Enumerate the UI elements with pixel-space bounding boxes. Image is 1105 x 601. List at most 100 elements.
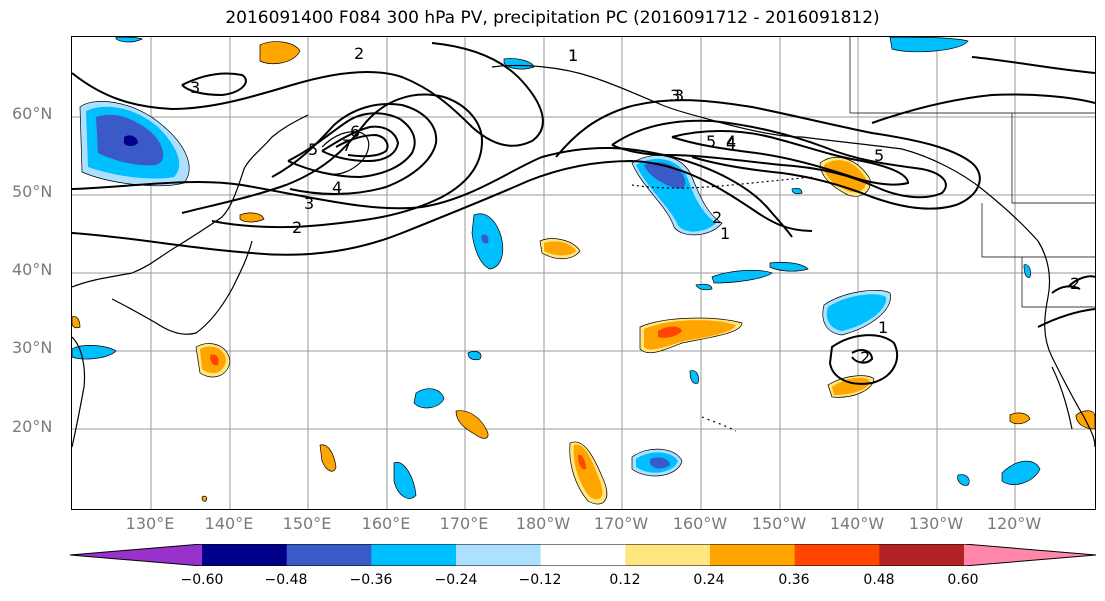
neg-area-midpacific-strong bbox=[650, 457, 670, 469]
pv-contour-2 bbox=[72, 159, 813, 256]
colorbar-tick: 0.36 bbox=[778, 572, 810, 588]
colorbar-tick: −0.60 bbox=[180, 572, 224, 588]
pos-area-south-1-strong bbox=[578, 454, 586, 470]
asia-coast bbox=[72, 114, 309, 288]
kamchatka bbox=[321, 131, 370, 175]
colorbar-segment bbox=[456, 544, 542, 566]
positive-pc-shading bbox=[72, 41, 1095, 505]
lat-label-50n: 50°N bbox=[12, 182, 53, 201]
pos-area-mid-north-mid bbox=[544, 241, 576, 256]
neg-area-small-1 bbox=[467, 351, 482, 361]
pv-contours bbox=[72, 42, 1095, 385]
contour-label: 3 bbox=[304, 194, 314, 213]
lon-label-140e: 140°E bbox=[204, 514, 254, 533]
lon-label-130e: 130°E bbox=[125, 514, 175, 533]
pv-contour-13 bbox=[871, 93, 1095, 124]
neg-band-2 bbox=[769, 261, 809, 272]
lon-label-150w: 150°W bbox=[751, 514, 807, 533]
pv-contour-3 bbox=[181, 93, 484, 229]
colorbar-segment bbox=[202, 544, 288, 566]
neg-area-small-2 bbox=[689, 370, 699, 384]
pv-contour-14 bbox=[971, 56, 1095, 74]
colorbar-tick: −0.36 bbox=[349, 572, 393, 588]
pos-area-north bbox=[259, 41, 301, 65]
colorbar-segment bbox=[794, 544, 880, 566]
contour-label: 3 bbox=[670, 86, 680, 105]
map-panel: 2 1 3 2 4 5 6 7 3 5 4 3 2 1 4 5 1 2 1 2 … bbox=[71, 36, 1096, 510]
graticule bbox=[72, 37, 1095, 509]
contour-label: 3 bbox=[190, 78, 200, 97]
colorbar-tick: 0.60 bbox=[947, 572, 979, 588]
contour-label: 4 bbox=[726, 132, 736, 151]
contour-label: 6 bbox=[350, 122, 360, 141]
colorbar-segment bbox=[879, 544, 965, 566]
pos-area-small bbox=[201, 495, 207, 502]
neg-area-small-3 bbox=[72, 345, 117, 360]
negative-pc-shading bbox=[72, 37, 1041, 499]
pos-area-west-1 bbox=[72, 316, 81, 329]
contour-label: 3 bbox=[674, 86, 684, 105]
pv-contour-5 bbox=[287, 112, 416, 179]
lat-label-20n: 20°N bbox=[12, 417, 53, 436]
lon-label-130w: 130°W bbox=[908, 514, 964, 533]
lon-label-120w: 120°W bbox=[986, 514, 1042, 533]
contour-label: 1 bbox=[568, 46, 578, 65]
colorbar-segment bbox=[286, 544, 372, 566]
neg-band-3 bbox=[695, 283, 713, 291]
pos-area-central-strong bbox=[658, 326, 682, 338]
alaska-coast bbox=[491, 64, 1039, 242]
pv-contour-12 bbox=[181, 72, 247, 97]
contour-label: 4 bbox=[726, 134, 736, 153]
contour-label: 5 bbox=[874, 146, 884, 165]
map-title: 2016091400 F084 300 hPa PV, precipitatio… bbox=[225, 8, 880, 28]
pv-contour-9 bbox=[611, 119, 947, 199]
neg-band-1 bbox=[711, 270, 773, 284]
china-coast bbox=[72, 336, 86, 448]
lat-label-30n: 30°N bbox=[12, 338, 53, 357]
pv-contour-19 bbox=[1051, 285, 1081, 294]
lon-label-180w: 180°W bbox=[515, 514, 571, 533]
lon-label-160w: 160°W bbox=[672, 514, 728, 533]
lon-label-140w: 140°W bbox=[829, 514, 885, 533]
pv-contour-15 bbox=[828, 334, 899, 385]
colorbar-tick: 0.48 bbox=[863, 572, 895, 588]
lon-label-160e: 160°E bbox=[361, 514, 411, 533]
pv-contour-18 bbox=[1037, 308, 1095, 328]
political-borders bbox=[849, 37, 1095, 308]
lat-label-60n: 60°N bbox=[12, 104, 53, 123]
pv-contour-6 bbox=[321, 125, 400, 163]
contour-label: 2 bbox=[860, 348, 870, 367]
pos-area-ne-pacific-mid bbox=[832, 377, 870, 395]
contour-label: 2 bbox=[712, 208, 722, 227]
contour-label: 5 bbox=[706, 132, 716, 151]
neg-area-east-1 bbox=[1023, 264, 1031, 278]
colorbar-segment bbox=[710, 544, 796, 566]
contour-label: 2 bbox=[1070, 274, 1080, 293]
pv-contour-8 bbox=[555, 99, 981, 210]
contour-label: 2 bbox=[292, 218, 302, 237]
contour-label: 1 bbox=[568, 46, 578, 65]
contour-label: 7 bbox=[342, 136, 352, 155]
colorbar-tick: −0.24 bbox=[434, 572, 478, 588]
neg-area-east-2 bbox=[1001, 460, 1041, 485]
contour-label: 2 bbox=[354, 44, 364, 63]
aleutian-chain bbox=[631, 176, 813, 189]
colorbar-segments bbox=[70, 544, 1096, 566]
contour-label: 1 bbox=[878, 318, 888, 337]
colorbar-segment-under bbox=[70, 544, 202, 566]
pv-contour-labels: 2 1 3 2 4 5 6 7 3 5 4 3 2 1 4 5 1 2 1 2 … bbox=[190, 44, 1080, 367]
colorbar-tick: −0.48 bbox=[264, 572, 308, 588]
lon-label-150e: 150°E bbox=[282, 514, 332, 533]
colorbar-tick: 0.24 bbox=[693, 572, 725, 588]
colorbar-segment bbox=[625, 544, 711, 566]
pos-area-kuril bbox=[239, 212, 265, 223]
colorbar bbox=[70, 544, 1096, 566]
colorbar-segment-over bbox=[964, 544, 1096, 566]
korea-japan bbox=[111, 240, 253, 335]
map-canvas: 2 1 3 2 4 5 6 7 3 5 4 3 2 1 4 5 1 2 1 2 … bbox=[72, 37, 1095, 509]
neg-area-nw-max bbox=[124, 135, 138, 146]
pv-contour-1 bbox=[72, 147, 793, 238]
contour-label: 1 bbox=[720, 224, 730, 243]
pv-contour-17 bbox=[1067, 275, 1095, 288]
pv-contour-4 bbox=[271, 103, 438, 195]
